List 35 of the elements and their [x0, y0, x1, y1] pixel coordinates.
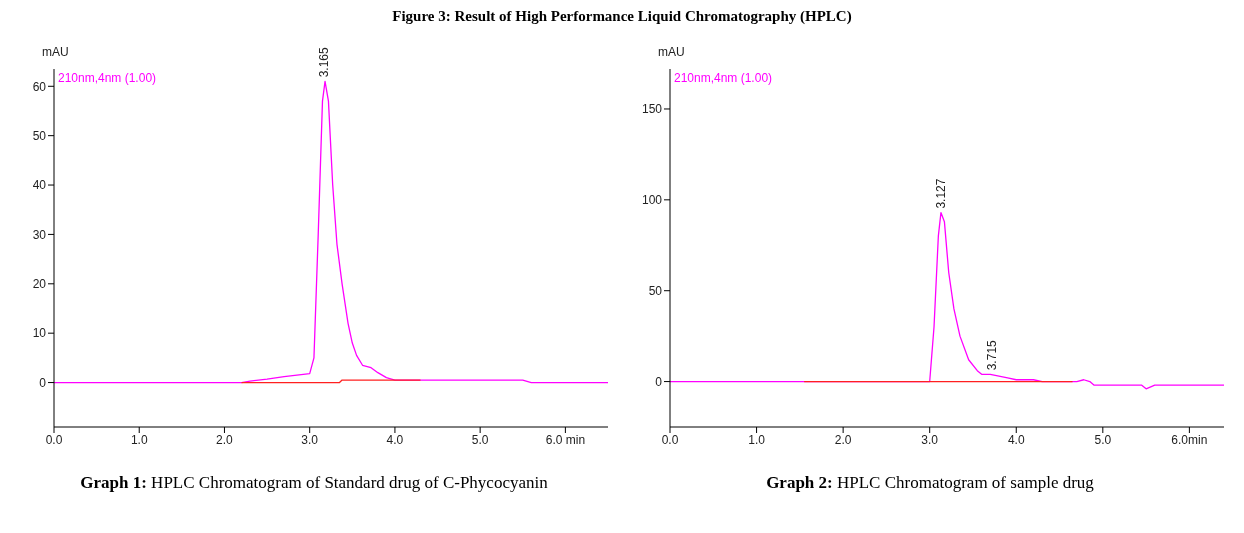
x-tick-label: 3.0	[301, 432, 319, 447]
x-tick-label: 0.0	[45, 432, 63, 447]
x-tick-label: 5.0	[471, 432, 489, 447]
x-tick-label: 4.0	[386, 432, 404, 447]
y-tick-label: 50	[648, 283, 663, 298]
caption: Graph 1: HPLC Chromatogram of Standard drug of C-Phycocyanin	[80, 473, 548, 492]
y-tick-label: 20	[32, 277, 47, 292]
y-tick-label: 0	[655, 374, 663, 389]
x-tick-label: 6.0 min	[545, 432, 586, 447]
y-tick-label: 0	[39, 375, 47, 390]
y-tick-label: 40	[32, 178, 47, 193]
annotation: 3.127	[933, 178, 948, 209]
x-tick-label: 3.0	[921, 432, 939, 447]
x-tick-label: 6.0min	[1171, 432, 1208, 447]
x-tick-label: 5.0	[1094, 432, 1112, 447]
caption: Graph 2: HPLC Chromatogram of sample drug	[766, 473, 1094, 492]
x-tick-label: 4.0	[1007, 432, 1025, 447]
annotation: 210nm,4nm (1.00)	[58, 71, 157, 85]
y-tick-label: 100	[641, 193, 663, 208]
y-tick-label: 30	[32, 227, 47, 242]
y-tick-label: 10	[32, 326, 47, 341]
y-tick-label: 150	[641, 102, 663, 117]
y-tick-label: 60	[32, 79, 47, 94]
x-tick-label: 2.0	[216, 432, 234, 447]
x-tick-label: 2.0	[834, 432, 852, 447]
annotation: 3.165	[316, 46, 331, 78]
annotation: 210nm,4nm (1.00)	[674, 71, 773, 85]
y-tick-label: 50	[32, 128, 47, 143]
chart-title: Figure 3: Result of High Performance Liquid Chromatography (HPLC)	[391, 8, 853, 25]
annotation: 3.715	[984, 339, 999, 371]
x-tick-label: 0.0	[661, 432, 679, 447]
y-axis-title: mAU	[42, 45, 69, 59]
x-tick-label: 1.0	[130, 432, 148, 447]
x-tick-label: 1.0	[748, 432, 766, 447]
y-axis-title: mAU	[658, 45, 685, 59]
